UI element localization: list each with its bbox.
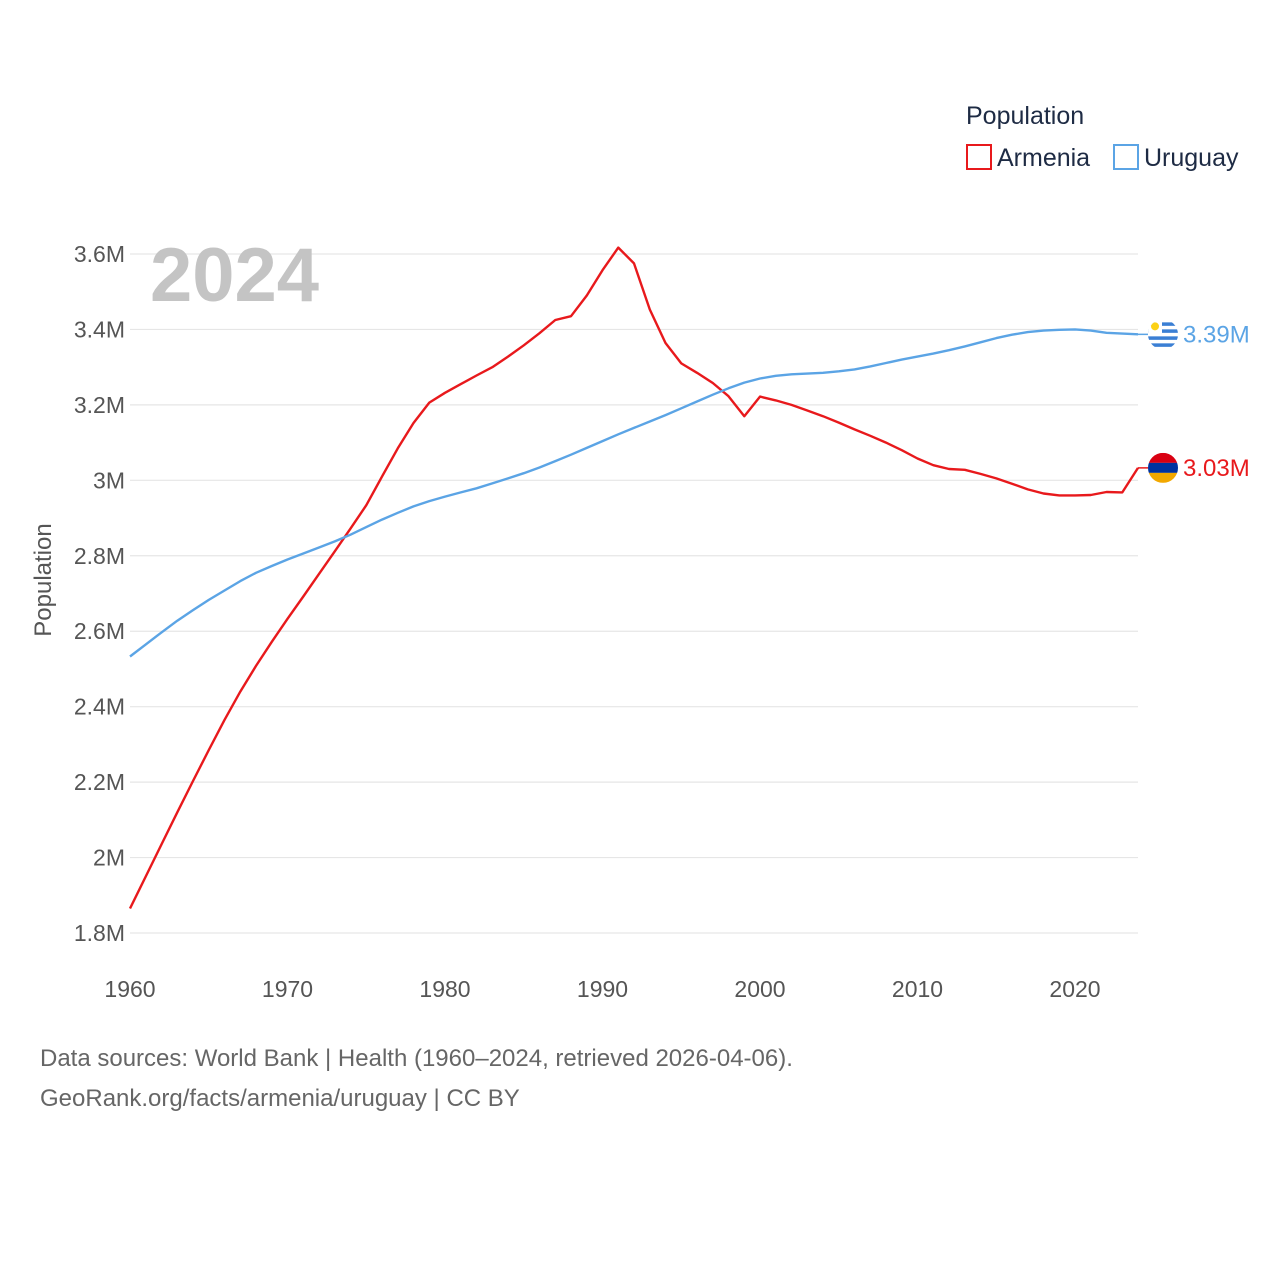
legend-items: Armenia Uruguay: [966, 144, 1239, 172]
uruguay-flag-icon: [1148, 319, 1178, 350]
legend-label: Armenia: [997, 144, 1090, 172]
uruguay-end-value: 3.39M: [1183, 321, 1250, 348]
legend-title: Population: [966, 102, 1084, 130]
y-tick-label: 2.6M: [74, 618, 125, 644]
x-tick-label: 1960: [104, 976, 155, 1002]
gridlines: [130, 253, 1138, 934]
y-axis-label: Population: [30, 523, 57, 636]
series-line-armenia: [128, 246, 1140, 910]
legend-label: Uruguay: [1144, 144, 1239, 172]
current-year-display: 2024: [150, 233, 319, 318]
x-tick-label: 1990: [577, 976, 628, 1002]
legend-item-armenia[interactable]: Armenia: [966, 144, 1090, 172]
attribution-note: GeoRank.org/facts/armenia/uruguay | CC B…: [40, 1085, 520, 1112]
series-end-markers: 3.03M 3.39M: [1138, 319, 1250, 483]
y-tick-label: 3.4M: [74, 316, 125, 342]
series-lines: [128, 246, 1140, 910]
y-tick-label: 2M: [93, 845, 125, 871]
x-axis-ticks: 1960 1970 1980 1990 2000 2010 2020: [104, 976, 1100, 1002]
series-line-uruguay: [129, 328, 1139, 658]
y-tick-label: 3.6M: [74, 241, 125, 267]
legend-item-uruguay[interactable]: Uruguay: [1113, 144, 1239, 172]
legend-swatch: [966, 144, 992, 170]
data-source-note: Data sources: World Bank | Health (1960–…: [40, 1045, 793, 1072]
x-tick-label: 2000: [734, 976, 785, 1002]
armenia-end-value: 3.03M: [1183, 455, 1250, 482]
armenia-flag-icon: [1148, 452, 1178, 483]
y-tick-label: 3.2M: [74, 392, 125, 418]
y-tick-label: 2.2M: [74, 769, 125, 795]
y-tick-label: 2.4M: [74, 694, 125, 720]
y-tick-label: 1.8M: [74, 920, 125, 946]
y-tick-label: 2.8M: [74, 543, 125, 569]
x-tick-label: 2020: [1049, 976, 1100, 1002]
legend-swatch: [1113, 144, 1139, 170]
x-tick-label: 2010: [892, 976, 943, 1002]
x-tick-label: 1980: [419, 976, 470, 1002]
y-axis-ticks: 1.8M 2M 2.2M 2.4M 2.6M 2.8M 3M 3.2M 3.4M 3.6M: [74, 241, 125, 946]
legend: Population Armenia Uruguay: [966, 102, 1239, 172]
x-tick-label: 1970: [262, 976, 313, 1002]
y-tick-label: 3M: [93, 467, 125, 493]
